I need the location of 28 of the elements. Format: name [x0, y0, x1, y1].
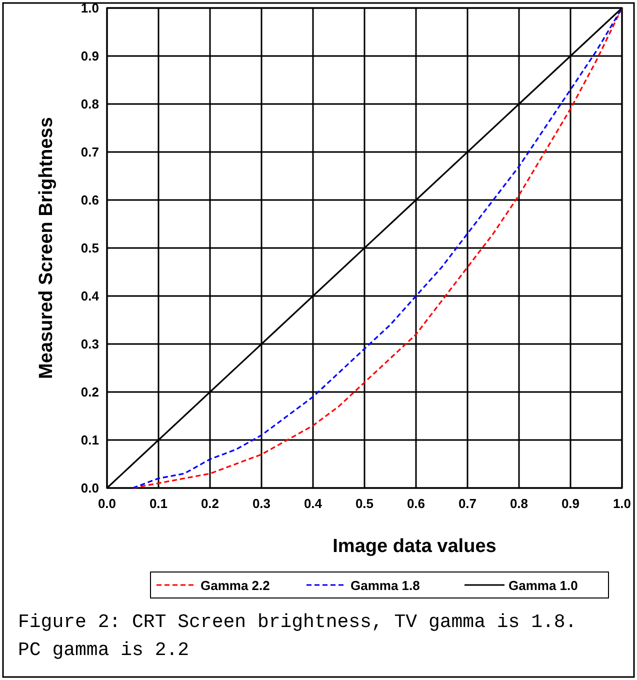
x-tick-label: 0.6: [406, 496, 426, 511]
x-tick-label: 0.2: [200, 496, 220, 511]
y-tick-label: 0.1: [80, 432, 99, 448]
y-tick-label: 0.2: [80, 384, 99, 400]
x-tick-label: 0.4: [304, 496, 323, 511]
legend-label: Gamma 1.8: [350, 578, 420, 593]
y-tick-label: 0.7: [80, 144, 99, 160]
y-tick-label: 0.3: [80, 336, 99, 352]
y-axis-title: Measured Screen Brightness: [36, 117, 57, 379]
x-tick-label: 0.5: [355, 496, 374, 511]
x-tick-label: 1.0: [612, 496, 632, 511]
x-tick-label: 0.9: [561, 496, 580, 511]
legend-label: Gamma 2.2: [200, 578, 270, 593]
x-tick-label: 0.8: [510, 496, 528, 511]
y-tick-label: 0.6: [80, 192, 99, 208]
x-tick-label: 0.7: [458, 496, 477, 511]
y-tick-label: 0.4: [80, 288, 100, 304]
legend-label: Gamma 1.0: [508, 578, 578, 593]
x-tick-label: 0.3: [252, 496, 271, 511]
x-tick-label: 0.1: [149, 496, 168, 511]
y-tick-label: 0.8: [80, 96, 99, 112]
x-tick-label: 0.0: [98, 496, 116, 511]
x-axis-title: Image data values: [332, 536, 496, 557]
y-tick-label: 1.0: [80, 0, 99, 16]
y-tick-label: 0.5: [80, 240, 99, 256]
caption: Figure 2: CRT Screen brightness, TV gamma is 1.8. PC gamma is 2.2: [18, 610, 578, 663]
y-tick-label: 0.9: [80, 48, 99, 64]
y-tick-label: 0.0: [80, 480, 99, 496]
